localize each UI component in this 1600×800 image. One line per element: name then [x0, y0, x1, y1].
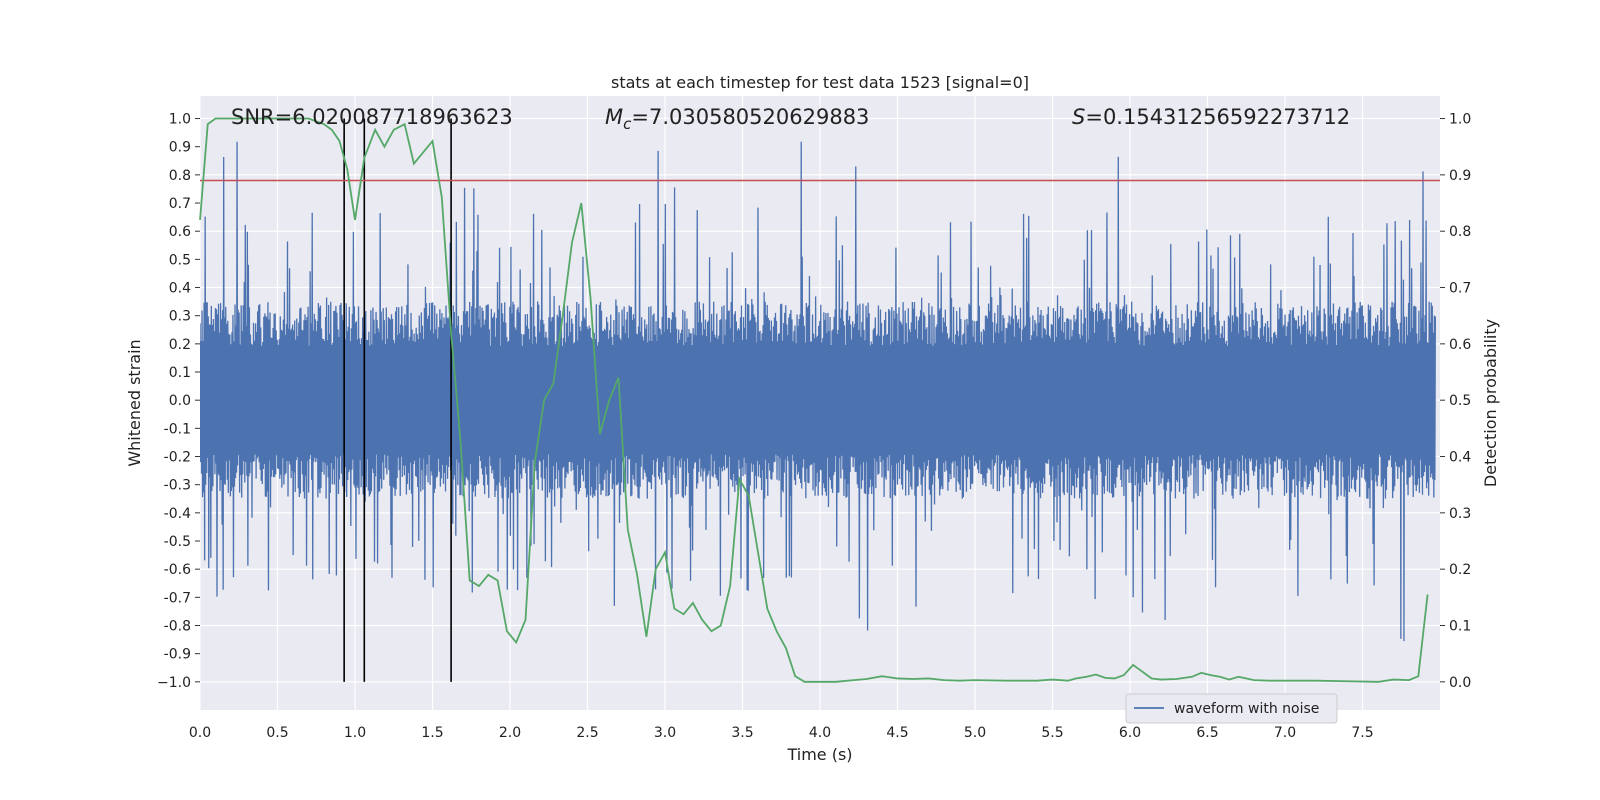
- left-y-tick-label: -0.3: [164, 478, 191, 494]
- x-tick-label: 5.0: [964, 725, 986, 741]
- waveform-with-noise-series: [200, 141, 1436, 642]
- x-tick-label: 0.0: [189, 725, 211, 741]
- left-y-tick-label: 0.1: [169, 365, 191, 381]
- right-y-tick-label: 0.0: [1449, 675, 1471, 691]
- right-y-tick-label: 0.1: [1449, 619, 1471, 635]
- right-y-tick-label: 0.6: [1449, 337, 1471, 353]
- left-y-tick-label: 0.9: [169, 140, 191, 156]
- right-y-tick-label: 0.3: [1449, 506, 1471, 522]
- s-annotation: S=0.15431256592273712: [1072, 105, 1350, 129]
- x-tick-label: 0.5: [266, 725, 288, 741]
- left-y-tick-label: -0.9: [164, 647, 191, 663]
- left-y-axis-label: Whitened strain: [125, 339, 144, 466]
- chirp-mass-symbol: M: [605, 105, 623, 129]
- x-tick-label: 7.5: [1351, 725, 1373, 741]
- detection-probability-line: [199, 117, 1429, 683]
- left-y-tick-label: 0.2: [169, 337, 191, 353]
- legend-box: [1125, 693, 1338, 724]
- right-y-tick-label: 0.8: [1449, 224, 1471, 240]
- x-axis-ticks: 0.0 0.5 1.0 1.5 2.0 2.5 3.0 3.5 4.0 4.5 5.0 5.5 6.0 6…: [189, 725, 1374, 741]
- right-y-tick-label: 0.2: [1449, 562, 1471, 578]
- left-y-tick-label: 0.3: [169, 309, 191, 325]
- snr-annotation: SNR=6.020087718963623: [231, 105, 513, 129]
- x-axis-label: Time (s): [786, 745, 852, 764]
- x-tick-label: 1.5: [421, 725, 443, 741]
- chart-title: stats at each timestep for test data 152…: [611, 73, 1029, 92]
- x-tick-label: 2.0: [499, 725, 521, 741]
- left-y-tick-label: -0.1: [164, 421, 191, 437]
- x-tick-label: 3.5: [731, 725, 753, 741]
- left-y-tick-label: -0.5: [164, 534, 191, 550]
- x-tick-label: 1.0: [344, 725, 366, 741]
- x-tick-label: 4.5: [886, 725, 908, 741]
- left-y-tick-label: -0.2: [164, 450, 191, 466]
- right-y-tick-label: 0.7: [1449, 281, 1471, 297]
- chirp-mass-value: =7.030580520629883: [631, 105, 869, 129]
- right-y-axis-label: Detection probability: [1481, 319, 1500, 487]
- x-tick-label: 6.0: [1119, 725, 1141, 741]
- legend-label: waveform with noise: [1174, 701, 1319, 717]
- chirp-mass-annotation: Mc=7.030580520629883: [605, 105, 869, 133]
- right-y-tick-label: 1.0: [1449, 112, 1471, 128]
- left-y-tick-label: 0.8: [169, 168, 191, 184]
- right-y-tick-label: 0.9: [1449, 168, 1471, 184]
- x-tick-label: 7.0: [1274, 725, 1296, 741]
- x-tick-label: 4.0: [809, 725, 831, 741]
- left-y-axis-ticks: 1.0 0.9 0.8 0.7 0.6 0.5 0.4 0.3 0.2 0.1 0.0 -0.1 -0.…: [157, 112, 200, 691]
- left-y-tick-label: 0.6: [169, 224, 191, 240]
- x-tick-label: 2.5: [576, 725, 598, 741]
- left-y-tick-label: -0.6: [164, 562, 191, 578]
- waveform-trace: [200, 141, 1436, 642]
- x-tick-label: 6.5: [1196, 725, 1218, 741]
- event-markers: [343, 118, 452, 682]
- left-y-tick-label: -0.8: [164, 619, 191, 635]
- s-value: =0.15431256592273712: [1085, 105, 1350, 129]
- left-y-tick-label: 0.0: [169, 393, 191, 409]
- chirp-mass-subscript: c: [623, 115, 632, 133]
- right-y-tick-label: 0.4: [1449, 450, 1471, 466]
- left-y-tick-label: -0.7: [164, 590, 191, 606]
- legend: waveform with noise: [1125, 693, 1338, 724]
- left-y-tick-label: -0.4: [164, 506, 191, 522]
- right-y-tick-label: 0.5: [1449, 393, 1471, 409]
- left-y-tick-label: 0.7: [169, 196, 191, 212]
- x-tick-label: 5.5: [1041, 725, 1063, 741]
- left-y-tick-label: 1.0: [169, 112, 191, 128]
- right-y-axis-ticks: 1.0 0.9 0.8 0.7 0.6 0.5 0.4 0.3 0.2 0.1 0.0: [1440, 112, 1471, 691]
- left-y-tick-label: 0.5: [169, 252, 191, 268]
- s-symbol: S: [1072, 105, 1085, 129]
- left-y-tick-label: −1.0: [157, 675, 191, 691]
- x-tick-label: 3.0: [654, 725, 676, 741]
- left-y-tick-label: 0.4: [169, 281, 191, 297]
